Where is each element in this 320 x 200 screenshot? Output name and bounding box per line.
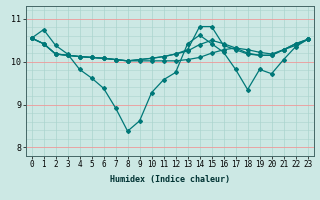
X-axis label: Humidex (Indice chaleur): Humidex (Indice chaleur) [109,175,230,184]
